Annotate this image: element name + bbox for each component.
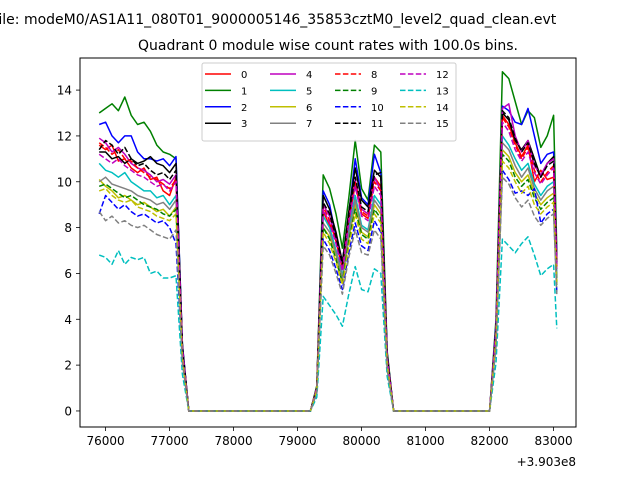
legend-label-10: 10 <box>371 103 384 114</box>
x-axis: 76000 77000 78000 79000 80000 81000 82000 83000 <box>87 427 573 448</box>
y-tick-label: 14 <box>57 84 72 98</box>
legend-label-11: 11 <box>371 119 384 130</box>
y-tick-label: 6 <box>64 267 72 281</box>
legend-label-9: 9 <box>371 86 377 97</box>
y-tick-label: 8 <box>64 221 72 235</box>
chart-title: Quadrant 0 module wise count rates with … <box>138 38 518 54</box>
legend-label-12: 12 <box>436 70 449 81</box>
series-line-14 <box>98 160 558 412</box>
y-tick-label: 10 <box>57 175 72 189</box>
legend-box <box>201 62 457 142</box>
legend-label-14: 14 <box>436 103 449 114</box>
plot-lines <box>98 71 558 412</box>
x-tick-label: 78000 <box>215 434 253 448</box>
legend-label-4: 4 <box>306 70 312 81</box>
x-tick-label: 77000 <box>151 434 189 448</box>
series-line-13 <box>98 236 558 412</box>
legend-label-5: 5 <box>306 86 312 97</box>
legend-label-13: 13 <box>436 86 449 97</box>
y-tick-label: 2 <box>64 359 72 373</box>
legend-label-2: 2 <box>241 103 247 114</box>
x-tick-label: 80000 <box>343 434 381 448</box>
legend-label-15: 15 <box>436 119 449 130</box>
legend-label-0: 0 <box>241 70 247 81</box>
y-tick-label: 12 <box>57 129 72 143</box>
legend-label-6: 6 <box>306 103 312 114</box>
x-tick-label: 79000 <box>279 434 317 448</box>
legend-label-3: 3 <box>241 119 247 130</box>
x-tick-label: 82000 <box>471 434 509 448</box>
series-line-8 <box>98 116 558 412</box>
y-axis: 0 2 4 6 8 10 12 14 <box>57 84 80 418</box>
y-tick-label: 4 <box>64 313 72 327</box>
series-line-9 <box>98 153 558 412</box>
x-tick-label: 81000 <box>407 434 445 448</box>
x-tick-label: 76000 <box>87 434 125 448</box>
axes-frame <box>79 57 577 428</box>
legend-label-1: 1 <box>241 86 247 97</box>
figure-suptitle: In file: modeM0/AS1A11_080T01_9000005146… <box>0 12 557 28</box>
legend-label-8: 8 <box>371 70 377 81</box>
x-offset-label: +3.903e8 <box>517 455 576 469</box>
series-line-15 <box>98 176 558 412</box>
x-tick-label: 83000 <box>535 434 573 448</box>
y-tick-label: 0 <box>64 404 72 418</box>
legend-label-7: 7 <box>306 119 312 130</box>
